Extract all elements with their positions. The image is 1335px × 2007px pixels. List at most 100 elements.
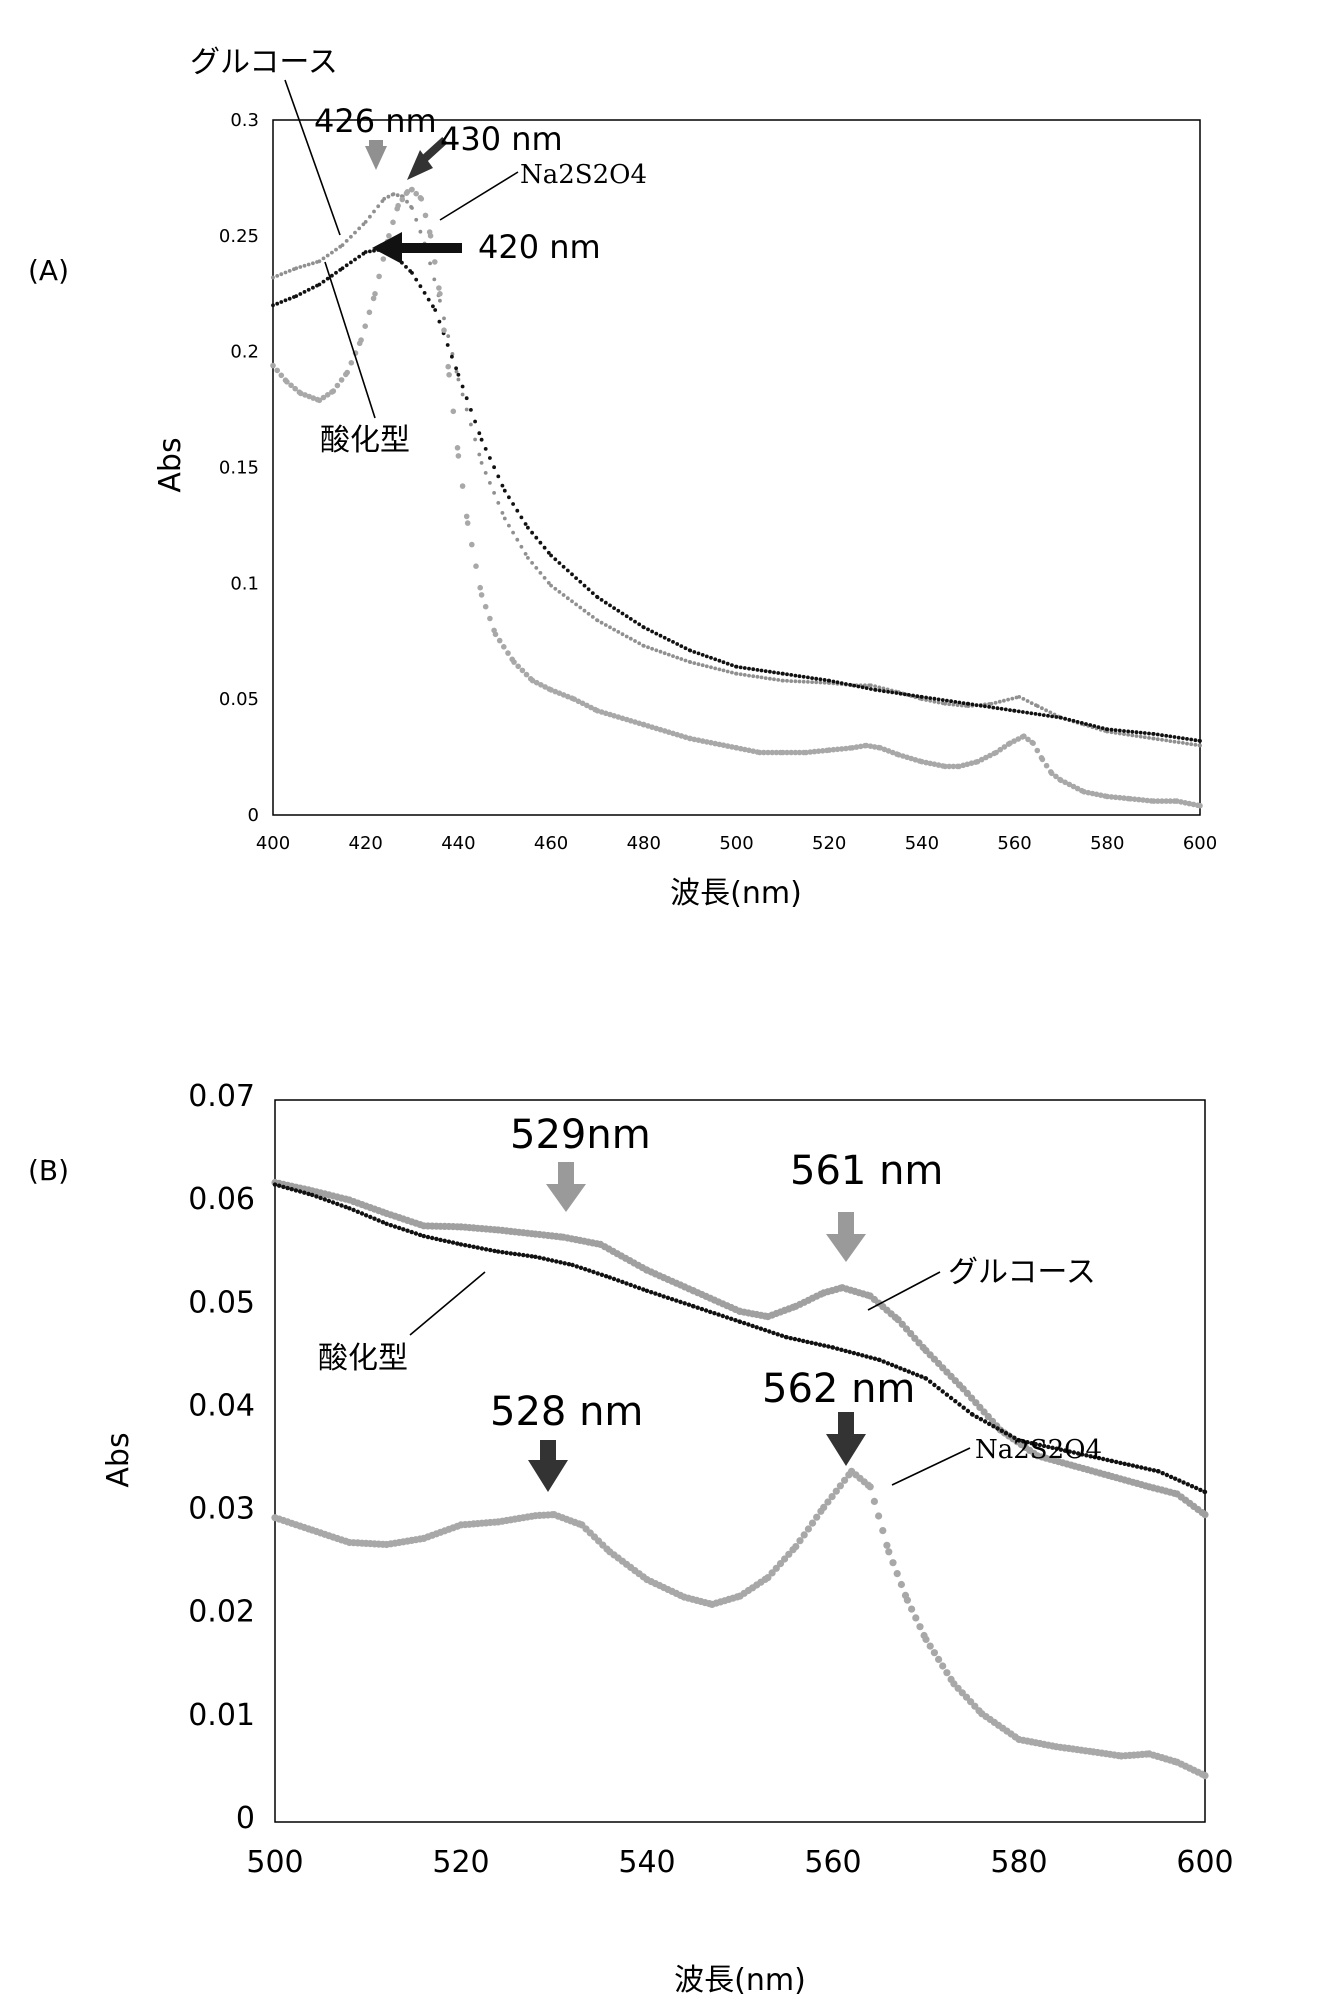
data-point — [755, 668, 760, 672]
data-point — [772, 670, 776, 675]
data-point — [574, 1264, 579, 1269]
data-point — [915, 1339, 923, 1347]
data-point — [579, 700, 586, 707]
data-point — [1037, 712, 1042, 717]
data-point — [1181, 741, 1185, 745]
data-point — [703, 1308, 709, 1313]
data-point — [785, 678, 789, 683]
data-point — [871, 744, 878, 750]
data-point — [683, 658, 688, 663]
data-point — [534, 535, 539, 540]
data-point — [467, 1243, 472, 1249]
data-point — [1122, 729, 1126, 733]
data-point — [1029, 701, 1034, 705]
data-point — [688, 648, 693, 653]
data-point — [708, 739, 714, 746]
data-point — [772, 677, 776, 682]
data-point — [612, 606, 616, 610]
data-point — [473, 437, 477, 442]
data-point — [814, 680, 819, 685]
data-point — [1067, 717, 1072, 722]
data-point — [1030, 740, 1036, 746]
data-point — [747, 666, 751, 671]
data-point — [1003, 1431, 1009, 1436]
data-point — [526, 556, 530, 560]
series-0-points — [271, 1178, 1209, 1519]
data-point — [704, 739, 710, 745]
data-point — [972, 1399, 980, 1407]
data-point — [414, 217, 419, 222]
data-point — [445, 343, 450, 347]
y-tick-label: 0.15 — [219, 458, 259, 479]
data-point — [856, 684, 861, 689]
data-point — [939, 1662, 947, 1670]
data-point — [598, 709, 605, 715]
data-point — [675, 642, 680, 646]
data-point — [500, 1250, 505, 1255]
data-point — [987, 705, 991, 709]
data-point — [549, 583, 553, 588]
data-point — [696, 651, 701, 656]
data-point — [502, 488, 507, 493]
data-point — [796, 749, 803, 756]
x-tick-label: 440 — [441, 833, 475, 854]
data-point — [1046, 1444, 1051, 1450]
data-point — [409, 1229, 414, 1235]
data-point — [441, 327, 447, 334]
data-point — [695, 1305, 700, 1310]
data-point — [314, 1194, 319, 1199]
panel-a-label: (A) — [28, 254, 69, 287]
panel-b-leader-na2s2o4 — [891, 1447, 971, 1486]
data-point — [754, 1325, 759, 1330]
data-point — [907, 693, 911, 697]
data-point — [384, 1221, 389, 1227]
data-point — [954, 1684, 962, 1692]
data-point — [1134, 734, 1139, 738]
data-point — [368, 214, 372, 219]
data-point — [974, 703, 979, 707]
data-point — [353, 257, 357, 262]
data-point — [848, 682, 852, 687]
data-point — [817, 1342, 823, 1347]
data-point — [875, 1512, 883, 1520]
data-point — [1050, 714, 1054, 719]
data-point — [368, 249, 372, 254]
data-point — [1155, 732, 1160, 737]
data-point — [987, 1421, 992, 1427]
data-point — [1189, 737, 1194, 742]
data-point — [717, 667, 722, 672]
data-point — [775, 1332, 780, 1337]
data-point — [889, 749, 896, 756]
data-point — [1143, 1466, 1148, 1471]
data-point — [500, 483, 505, 488]
data-point — [344, 369, 351, 376]
y-tick-label: 0.02 — [188, 1595, 255, 1630]
data-point — [281, 1184, 286, 1190]
data-point — [1190, 801, 1197, 808]
data-point — [501, 644, 507, 650]
data-point — [382, 196, 387, 201]
data-point — [450, 352, 455, 356]
data-point — [800, 1531, 808, 1539]
panel-b-annotation-562: 562 nm — [762, 1366, 915, 1412]
data-point — [283, 270, 288, 275]
data-point — [950, 1680, 958, 1688]
data-point — [936, 1386, 941, 1391]
data-point — [372, 248, 376, 253]
data-point — [738, 665, 743, 670]
panel-b-series — [271, 1178, 1209, 1780]
data-point — [397, 1225, 402, 1231]
panel-a-arrow-430 — [407, 137, 448, 180]
data-point — [637, 622, 642, 627]
data-point — [584, 702, 590, 709]
data-point — [796, 1337, 802, 1343]
series-2-points — [270, 186, 1203, 809]
data-point — [1105, 727, 1110, 732]
data-point — [583, 1267, 588, 1272]
data-point — [349, 260, 353, 265]
data-point — [967, 1698, 975, 1706]
data-point — [983, 704, 987, 709]
data-point — [469, 422, 473, 427]
data-point — [442, 1238, 447, 1244]
data-point — [294, 266, 299, 271]
